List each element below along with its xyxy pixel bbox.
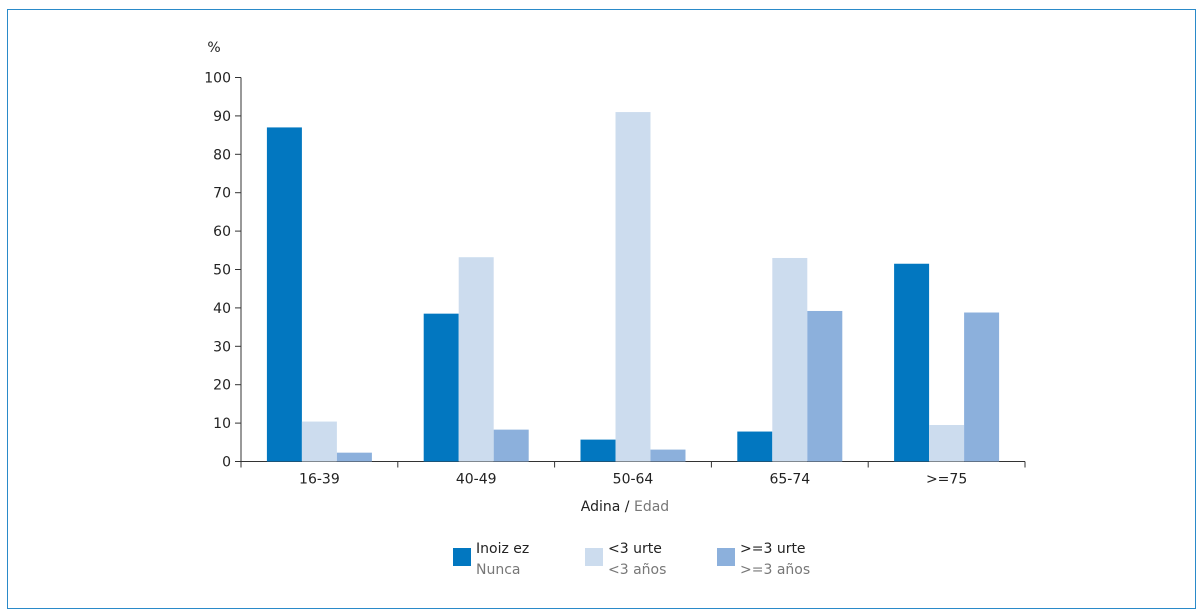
- y-axis-title: %: [207, 40, 220, 56]
- bar-ge3: [964, 312, 1000, 462]
- bar-chart: 0 10 20 30 40 50 60 70 80 90 100 16-39 40-49 50-64 65-…: [204, 40, 1026, 578]
- legend: Inoiz ez Nunca <3 urte <3 años >=3 urte >=3 a…: [453, 541, 810, 578]
- axes: 0 10 20 30 40 50 60 70 80 90 100 16-39 40-49 50-64 65-…: [204, 71, 1026, 488]
- x-axis-title-separator: /: [620, 499, 634, 515]
- bar-ge3: [807, 310, 843, 462]
- bar-ge3: [336, 452, 372, 462]
- x-tick-label: 16-39: [299, 472, 340, 488]
- bar-lt3: [615, 112, 651, 462]
- bar-lt3: [301, 421, 337, 462]
- legend-label-secondary: Nunca: [476, 562, 521, 578]
- bar-ge3: [650, 449, 686, 462]
- x-axis-title-primary: Adina: [581, 499, 621, 515]
- legend-label: Inoiz ez: [476, 541, 529, 557]
- legend-label-secondary: <3 años: [608, 562, 666, 578]
- x-tick-label: 40-49: [456, 472, 497, 488]
- bar-lt3: [929, 425, 965, 462]
- labels: % Adina / Edad: [207, 40, 669, 515]
- x-tick-label: >=75: [926, 472, 967, 488]
- legend-label: <3 urte: [608, 541, 662, 557]
- y-tick-label: 90: [213, 109, 231, 125]
- bar-nunca: [580, 439, 616, 462]
- bars: [266, 112, 1000, 462]
- y-tick-label: 50: [213, 263, 231, 279]
- x-axis-title-secondary: Edad: [634, 499, 669, 515]
- y-tick-label: 40: [213, 301, 231, 317]
- x-axis-title: Adina / Edad: [581, 499, 669, 515]
- y-tick-label: 10: [213, 416, 231, 432]
- y-tick-label: 80: [213, 147, 231, 163]
- x-tick-label: 50-64: [613, 472, 654, 488]
- bar-nunca: [423, 313, 459, 462]
- x-tick-label: 65-74: [769, 472, 810, 488]
- bar-nunca: [737, 431, 773, 462]
- legend-swatch: [453, 548, 471, 566]
- y-tick-label: 20: [213, 378, 231, 394]
- legend-label-secondary: >=3 años: [740, 562, 810, 578]
- bar-ge3: [493, 429, 529, 462]
- bar-nunca: [266, 127, 302, 462]
- y-tick-label: 0: [222, 455, 231, 471]
- y-tick-label: 30: [213, 339, 231, 355]
- y-tick-label: 100: [204, 71, 231, 87]
- legend-label: >=3 urte: [740, 541, 806, 557]
- legend-swatch: [717, 548, 735, 566]
- y-tick-label: 70: [213, 186, 231, 202]
- y-tick-label: 60: [213, 224, 231, 240]
- bar-lt3: [772, 257, 808, 462]
- bar-lt3: [458, 257, 494, 462]
- bar-nunca: [894, 263, 930, 462]
- legend-swatch: [585, 548, 603, 566]
